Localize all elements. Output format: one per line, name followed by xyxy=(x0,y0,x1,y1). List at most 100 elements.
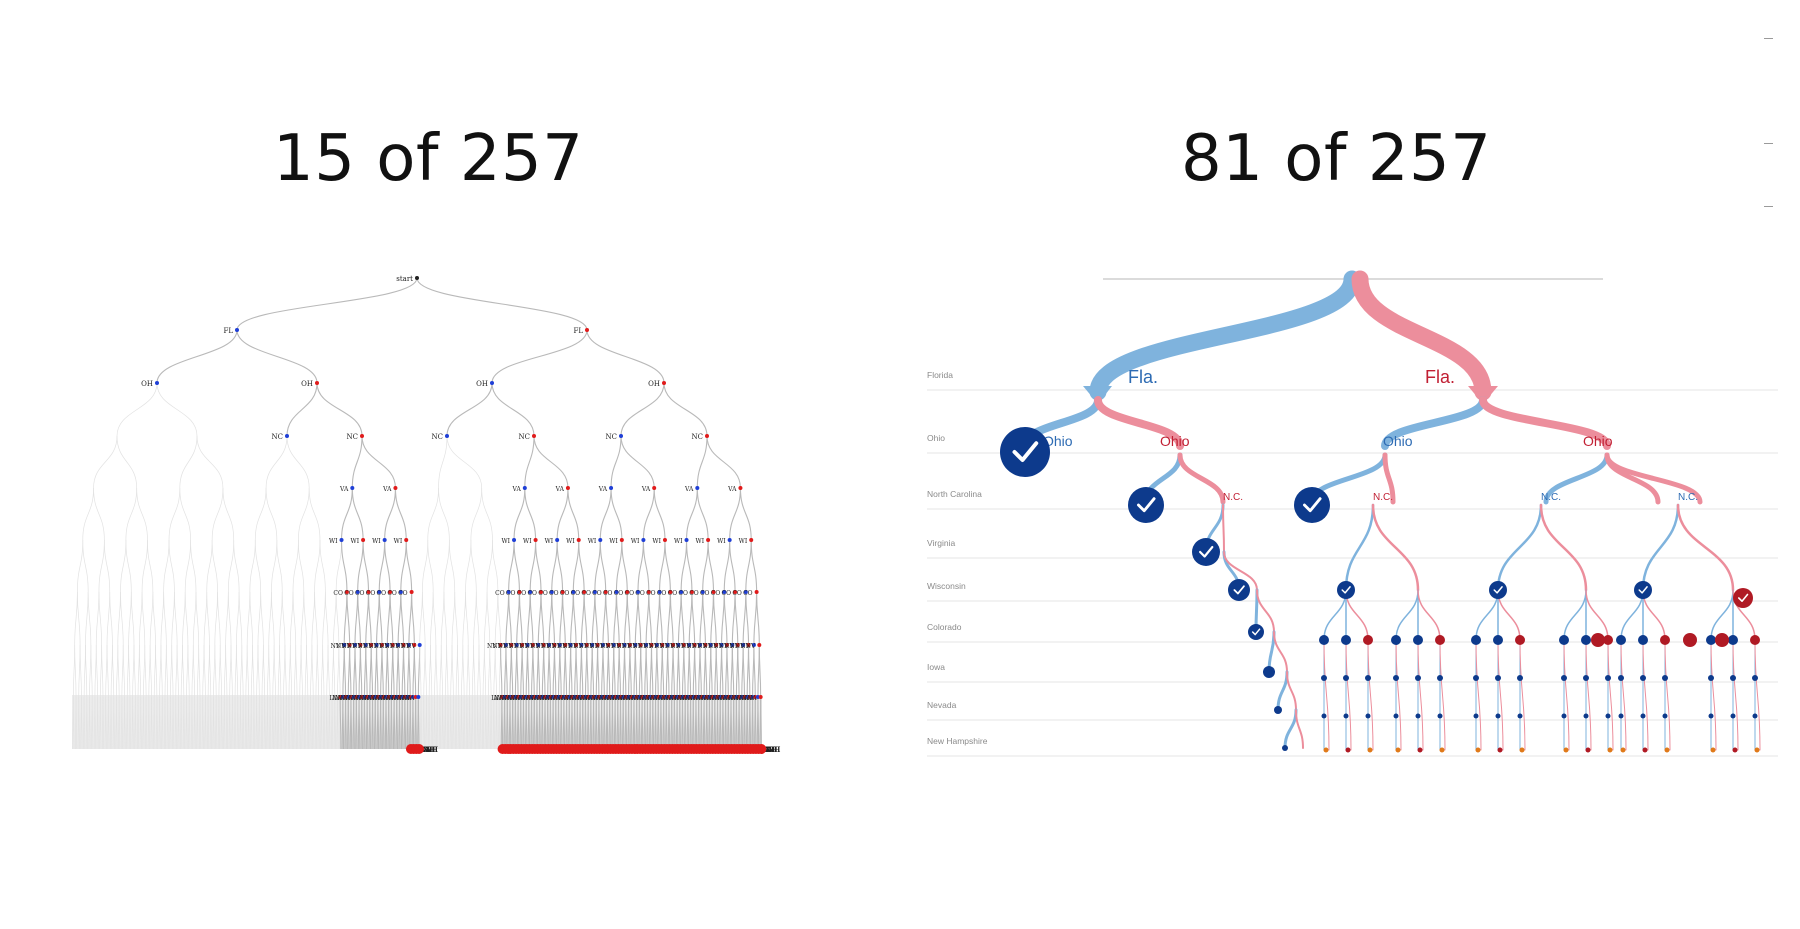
tree-edge xyxy=(739,487,752,541)
tree-edge xyxy=(170,696,172,750)
tree-edge xyxy=(621,539,628,593)
tree-edge xyxy=(423,696,425,750)
tree-edge xyxy=(521,644,525,698)
tree-edge xyxy=(1642,639,1649,751)
node-label: CO xyxy=(635,590,645,597)
tree-edge xyxy=(559,644,562,698)
tree-edge xyxy=(117,591,121,646)
tree-edge xyxy=(223,696,226,750)
tree-edge xyxy=(1439,639,1446,751)
tree-edge xyxy=(225,591,229,646)
right-panel-title: 81 of 257 xyxy=(1181,122,1492,196)
tree-edge xyxy=(263,644,266,698)
tree-edge xyxy=(125,487,138,541)
tree-edge xyxy=(334,696,336,750)
node-label: CO xyxy=(743,590,753,597)
tree-edge xyxy=(167,696,169,750)
tree-node xyxy=(568,643,573,647)
tree-node xyxy=(1618,675,1624,681)
tree-edge xyxy=(257,591,262,646)
win-marker xyxy=(1337,581,1355,599)
node-label: NV xyxy=(665,643,675,650)
node-label: NV xyxy=(616,643,626,650)
tree-edge xyxy=(299,696,301,750)
tree-edge xyxy=(539,696,541,750)
tree-edge xyxy=(494,591,499,646)
tree-edge xyxy=(707,539,715,593)
tree-edge xyxy=(574,696,576,750)
tree-node xyxy=(681,643,686,647)
tree-edge xyxy=(210,696,212,750)
tree-node xyxy=(619,538,624,542)
rep-branch xyxy=(1094,396,1184,450)
tree-edge xyxy=(576,696,579,750)
node-label: NV xyxy=(363,643,373,650)
tree-edge xyxy=(163,591,167,646)
tree-edge xyxy=(300,644,303,698)
tree-node xyxy=(517,590,522,594)
node-label: IA xyxy=(693,695,700,702)
tree-edge xyxy=(329,696,331,750)
node-label: IA xyxy=(750,695,757,702)
node-label: IA xyxy=(718,695,725,702)
tree-edge xyxy=(400,591,405,646)
node-label: CO xyxy=(614,590,624,597)
tree-node xyxy=(1393,675,1399,681)
tree-edge xyxy=(590,696,593,750)
tree-edge xyxy=(611,696,614,750)
tree-node xyxy=(1473,675,1479,681)
tree-edge xyxy=(501,696,504,750)
tree-edge xyxy=(537,644,541,698)
tree-edge xyxy=(575,644,578,698)
tree-edge xyxy=(458,696,460,750)
tree-edge xyxy=(677,644,681,698)
node-label: NH xyxy=(767,745,780,754)
tree-node xyxy=(574,643,579,647)
tree-edge xyxy=(298,487,310,541)
tree-edge xyxy=(754,696,757,750)
node-label: IA xyxy=(656,695,663,702)
tree-node xyxy=(706,538,711,542)
tree-edge xyxy=(1563,639,1570,751)
tree-edge xyxy=(106,644,109,698)
node-label: OH xyxy=(141,380,153,388)
tree-node xyxy=(1559,635,1569,645)
tree-node xyxy=(1583,675,1589,681)
tree-node xyxy=(1393,713,1399,719)
tree-edge xyxy=(607,644,611,698)
tree-edge xyxy=(426,696,428,750)
tree-edge xyxy=(87,591,92,646)
node-label: NH xyxy=(420,745,433,754)
tree-node xyxy=(662,381,666,385)
tree-edge xyxy=(615,591,620,646)
tree-edge xyxy=(249,591,253,646)
tree-edge xyxy=(298,539,305,593)
tree-edge xyxy=(451,644,454,698)
tree-edge xyxy=(634,644,638,698)
tree-edge xyxy=(137,696,140,750)
node-label: NV xyxy=(740,643,750,650)
tree-edge xyxy=(696,487,709,541)
tree-edge xyxy=(438,435,448,489)
tree-edge xyxy=(407,696,409,750)
tree-edge xyxy=(174,591,178,646)
row-label: Colorado xyxy=(927,622,962,632)
node-label: CO xyxy=(657,590,667,597)
tree-edge xyxy=(659,539,666,593)
tree-edge xyxy=(196,696,199,750)
tree-edge xyxy=(74,644,77,698)
node-label: VA xyxy=(382,486,392,493)
node-label: NH xyxy=(762,745,775,754)
tree-node xyxy=(358,643,363,647)
tree-edge xyxy=(729,487,741,541)
leaf-node xyxy=(1395,747,1401,753)
node-label: IA xyxy=(701,695,708,702)
node-label: IA xyxy=(607,695,614,702)
node-label: IA xyxy=(672,695,679,702)
tree-edge xyxy=(508,591,512,646)
tree-node xyxy=(552,643,557,647)
tree-edge xyxy=(564,644,568,698)
node-label: WI xyxy=(501,538,510,545)
tree-edge xyxy=(687,696,690,750)
tree-edge xyxy=(723,539,731,593)
